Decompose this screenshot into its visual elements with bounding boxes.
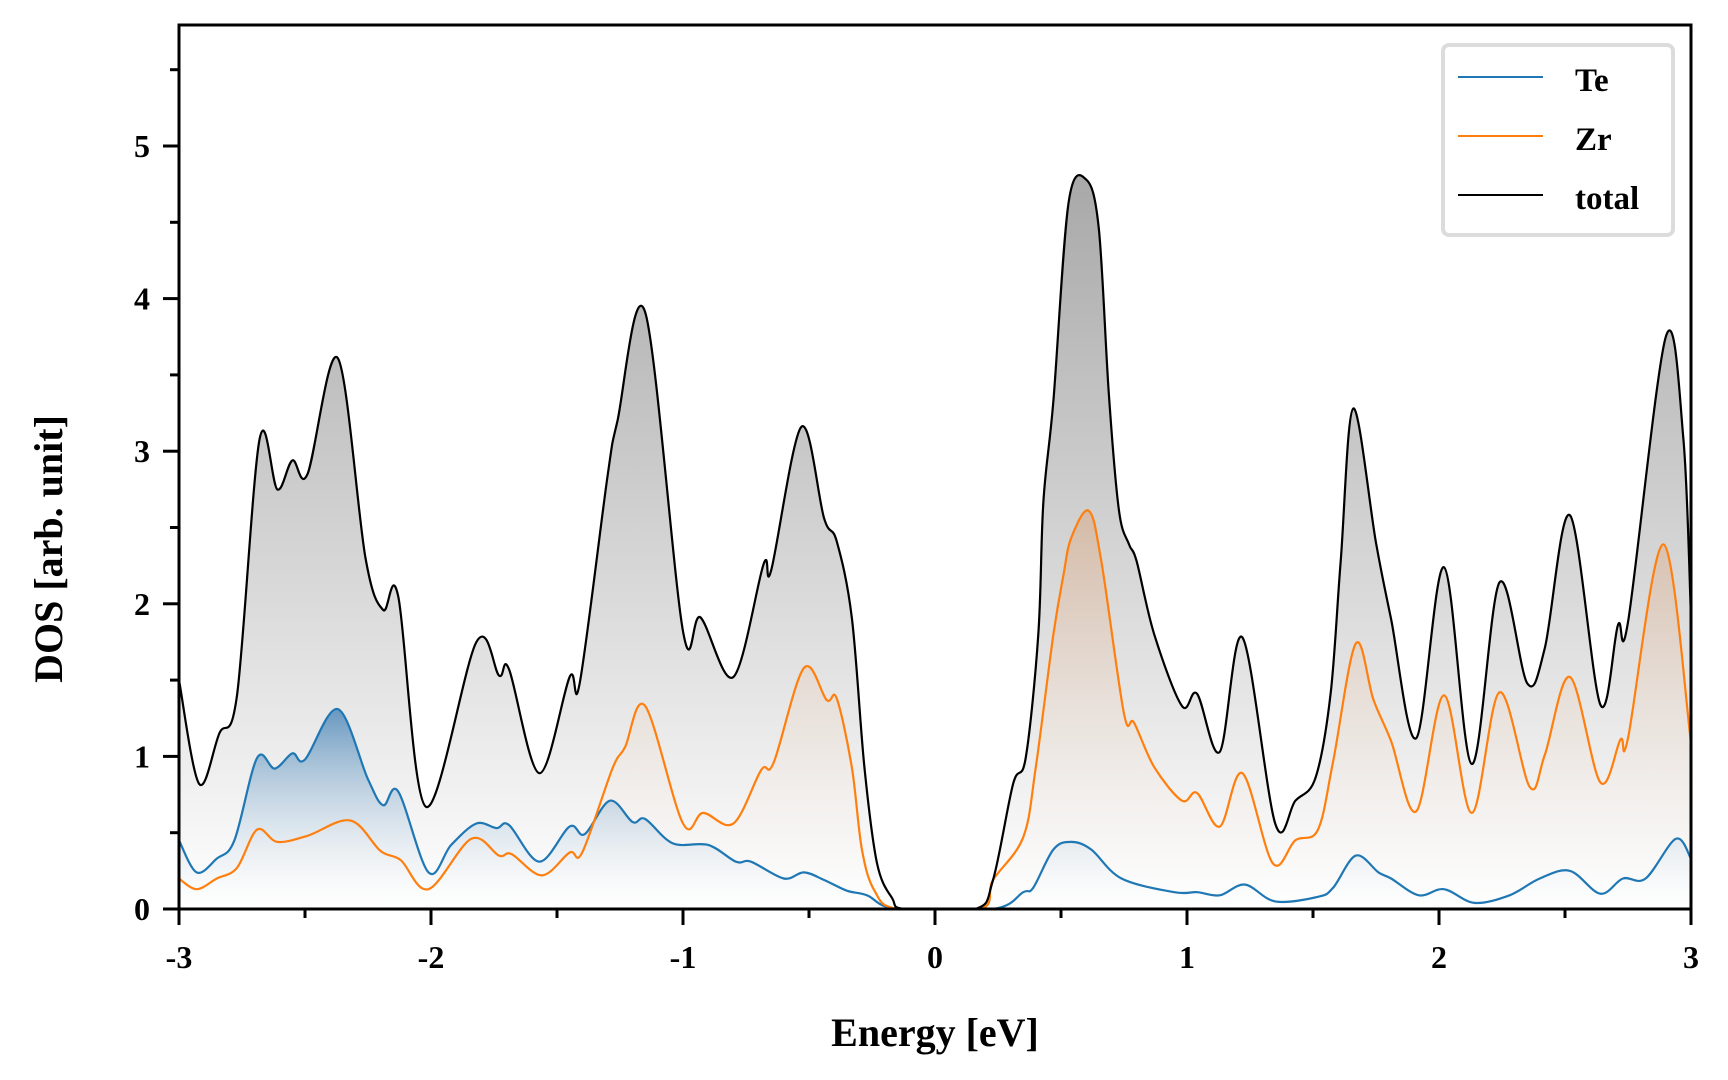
y-tick-label: 5	[134, 128, 150, 164]
x-axis-ticks: -3 -2 -1 0 1 2 3	[166, 909, 1699, 975]
x-axis-label: Energy [eV]	[831, 1010, 1039, 1055]
x-tick-label: 2	[1431, 939, 1447, 975]
legend-label-total: total	[1575, 181, 1639, 217]
x-tick-label: 1	[1179, 939, 1195, 975]
legend-box	[1441, 43, 1675, 237]
legend-label-zr: Zr	[1575, 122, 1612, 158]
x-tick-label: -3	[166, 939, 193, 975]
x-tick-label: 3	[1683, 939, 1699, 975]
x-tick-label: -2	[418, 939, 445, 975]
series-line-te	[179, 708, 1691, 909]
y-tick-label: 2	[134, 586, 150, 622]
y-axis-ticks: 0 1 2 3 4 5	[134, 68, 179, 927]
series-line-zr	[179, 509, 1691, 909]
series-lines	[179, 174, 1691, 909]
legend: Te Zr total	[1441, 43, 1675, 237]
y-tick-label: 0	[134, 891, 150, 927]
series-line-total	[179, 174, 1691, 909]
x-tick-label: 0	[927, 939, 943, 975]
area-fill-te	[179, 708, 1691, 909]
y-tick-label: 4	[134, 281, 150, 317]
x-tick-label: -1	[670, 939, 697, 975]
legend-label-te: Te	[1575, 63, 1609, 99]
series-fills	[179, 175, 1691, 909]
y-axis-label: DOS [arb. unit]	[26, 415, 71, 683]
y-tick-label: 1	[134, 738, 150, 774]
y-tick-label: 3	[134, 433, 150, 469]
